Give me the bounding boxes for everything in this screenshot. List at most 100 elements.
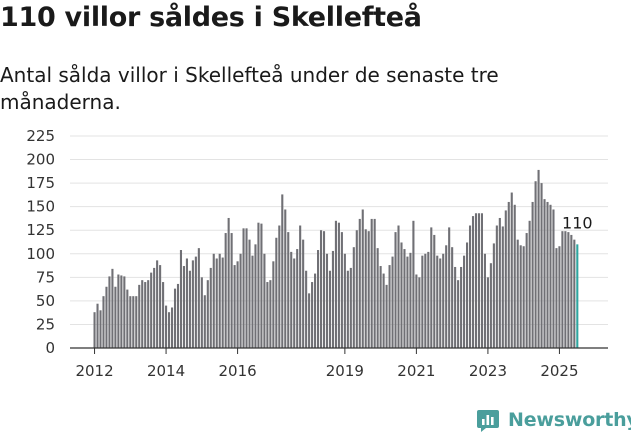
bar <box>445 245 448 348</box>
bar <box>379 266 382 348</box>
bar <box>331 250 334 348</box>
bar <box>364 229 367 348</box>
bar <box>132 296 135 348</box>
bar <box>156 260 159 348</box>
bar <box>150 272 153 348</box>
bar <box>239 253 242 348</box>
bar <box>528 220 531 348</box>
bar <box>454 266 457 348</box>
bar <box>194 256 197 348</box>
bar <box>224 233 227 348</box>
bar <box>448 227 451 348</box>
bar <box>185 258 188 348</box>
bar <box>570 234 573 348</box>
bar <box>248 239 251 348</box>
bar <box>495 225 498 348</box>
bar <box>382 273 385 348</box>
bar <box>492 243 495 348</box>
bar <box>215 258 218 348</box>
bar <box>108 276 111 348</box>
bar <box>358 218 361 348</box>
bar <box>245 228 248 348</box>
brand-name: Newsworthy <box>508 409 631 431</box>
bar <box>403 249 406 348</box>
bar <box>468 225 472 348</box>
y-tick-label: 175 <box>26 174 55 192</box>
bar <box>427 251 430 348</box>
bar <box>519 245 522 348</box>
bar <box>489 263 492 348</box>
bar <box>230 233 233 348</box>
bar <box>337 222 340 348</box>
bar <box>266 282 269 348</box>
bar <box>299 225 302 348</box>
bar <box>436 255 439 348</box>
bar <box>254 244 257 348</box>
bar <box>141 280 144 348</box>
bar <box>168 312 171 348</box>
bar <box>325 253 329 348</box>
bar <box>176 283 180 348</box>
bars <box>93 169 579 348</box>
data-labels: 110 <box>562 213 593 232</box>
bar <box>370 218 373 348</box>
bar <box>314 273 317 348</box>
bar <box>573 239 576 348</box>
bar <box>507 201 510 348</box>
bar <box>415 274 418 348</box>
bar <box>311 282 314 348</box>
bar <box>305 270 308 348</box>
bar <box>480 213 483 348</box>
y-tick-label: 125 <box>26 221 55 239</box>
bar <box>200 277 203 348</box>
bar <box>474 213 478 348</box>
bar <box>203 295 206 348</box>
y-axis-ticks: 0 25 50 75 100 125 150 175 200 225 <box>26 127 55 357</box>
bar <box>540 183 543 348</box>
bar <box>564 231 567 348</box>
x-axis: 2012 2014 2016 2019 2021 2023 2025 <box>70 347 608 380</box>
bar <box>376 248 379 348</box>
bar <box>242 228 245 348</box>
bar <box>287 232 290 348</box>
bar <box>424 253 427 348</box>
bar <box>549 204 552 348</box>
bar <box>394 232 397 348</box>
y-tick-label: 75 <box>36 268 55 286</box>
bar <box>162 282 165 348</box>
bar <box>352 247 355 348</box>
bar <box>302 239 305 348</box>
bar <box>552 209 555 348</box>
bar <box>457 280 460 348</box>
bar <box>197 248 200 348</box>
chart-title: 110 villor såldes i Skellefteå <box>0 2 422 33</box>
bar <box>322 231 326 348</box>
bar <box>257 222 260 348</box>
bar <box>317 250 320 348</box>
bar <box>135 296 138 348</box>
y-tick-label: 150 <box>26 198 55 216</box>
bar <box>409 252 412 348</box>
bar <box>361 209 364 348</box>
bar <box>451 247 454 348</box>
bar <box>191 260 194 348</box>
bar <box>477 213 481 348</box>
bar <box>543 199 546 348</box>
newsworthy-chart-icon <box>477 410 499 432</box>
bar <box>463 255 466 348</box>
bar <box>296 249 299 348</box>
bar <box>421 255 424 348</box>
bar <box>284 209 287 348</box>
bar <box>206 280 209 348</box>
bar <box>275 237 278 348</box>
bar <box>346 270 349 348</box>
bar <box>418 277 421 348</box>
bar <box>188 270 191 348</box>
bar <box>498 217 501 348</box>
x-tick-label: 2019 <box>326 362 364 380</box>
bar <box>513 204 516 348</box>
bar <box>308 293 311 348</box>
bar <box>328 270 332 348</box>
bar <box>129 296 132 348</box>
last-value-label: 110 <box>562 213 593 232</box>
